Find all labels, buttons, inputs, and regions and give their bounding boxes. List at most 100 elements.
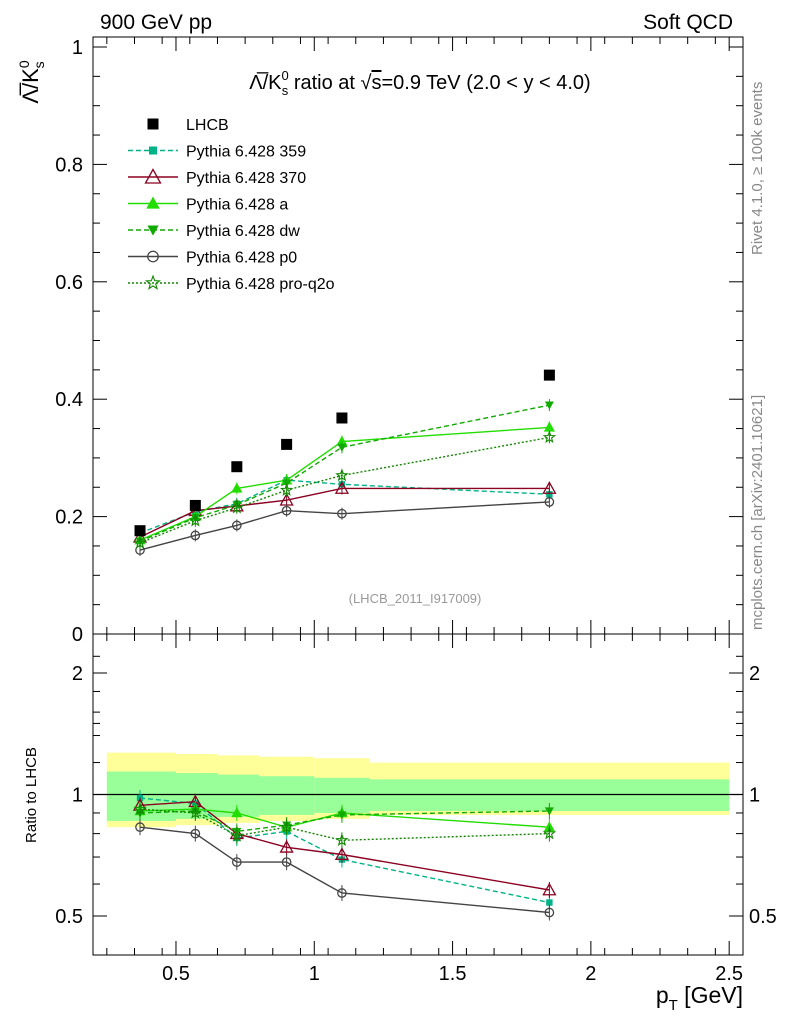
legend-label-pythia-6-428-pro-q2o: Pythia 6.428 pro-q2o [186, 276, 335, 293]
ratio-xtick-label: 0.5 [162, 963, 190, 985]
series-point-pythia-6-428-a [231, 482, 243, 493]
series-line-pythia-6-428-a [139, 426, 550, 541]
data-point-lhcb [543, 369, 555, 381]
series-point-pythia-6-428-dw [544, 401, 554, 410]
ratio-ytick-label-right: 0.5 [749, 906, 777, 928]
ratio-xtick-label: 1 [309, 963, 320, 985]
ratio-point-pythia-6-428-p0 [231, 857, 242, 867]
data-point-lhcb [281, 438, 293, 450]
legend-item-pythia-6-428-dw: Pythia 6.428 dw [128, 223, 300, 240]
series-point-pythia-6-428-pro-q2o [133, 535, 147, 549]
series-line-pythia-6-428-pro-q2o [139, 436, 550, 544]
series-point-pythia-6-428-p0 [231, 520, 242, 531]
ratio-ytick-label: 2 [72, 663, 83, 685]
ratio-band-inner [258, 776, 315, 815]
ratio-point-pythia-6-428-pro-q2o [188, 805, 203, 819]
main-ytick-label: 0.8 [55, 154, 83, 176]
legend-marker-pythia-6-428-a [146, 196, 160, 209]
xlabel: pT [GeV] [656, 982, 743, 1014]
series-line-pythia-6-428-p0 [139, 501, 550, 551]
series-point-pythia-6-428-pro-q2o [188, 513, 203, 527]
ratio-line-pythia-6-428-pro-q2o [139, 808, 550, 842]
main-ytick-label: 0.6 [55, 272, 83, 294]
ratio-xtick-label: 2.5 [715, 963, 743, 985]
main-ylabel: Λ̅/K0s [16, 60, 47, 103]
legend-label-pythia-6-428-370: Pythia 6.428 370 [186, 170, 306, 187]
ratio-point-pythia-6-428-370 [334, 847, 350, 860]
series-line-pythia-6-428-dw [139, 404, 550, 542]
ratio-point-pythia-6-428-p0 [190, 828, 201, 839]
side-label-bottom: mcplots.cern.ch [arXiv:2401.10621] [749, 395, 766, 630]
ratio-point-pythia-6-428-p0 [135, 822, 145, 833]
ratio-point-pythia-6-428-a [231, 807, 243, 818]
ratio-ytick-label-right: 1 [749, 785, 760, 807]
series-point-pythia-6-428-pro-q2o [279, 483, 294, 496]
ratio-ytick-label-right: 2 [749, 663, 760, 685]
ratio-ytick-label: 0.5 [55, 906, 83, 928]
legend-item-pythia-6-428-pro-q2o: Pythia 6.428 pro-q2o [128, 274, 335, 293]
ratio-line-pythia-6-428-359 [139, 797, 550, 904]
ratio-point-pythia-6-428-359 [546, 899, 553, 906]
main-ytick-label: 1 [72, 37, 83, 59]
ratio-ytick-label: 1 [72, 785, 83, 807]
legend-item-pythia-6-428-p0: Pythia 6.428 p0 [128, 250, 297, 267]
legend-label-pythia-6-428-359: Pythia 6.428 359 [186, 144, 306, 161]
data-point-lhcb [189, 499, 201, 511]
header-left: 900 GeV pp [100, 11, 212, 34]
series-point-pythia-6-428-p0 [281, 505, 292, 516]
series-point-pythia-6-428-p0 [544, 497, 555, 507]
main-panel: 0 0.2 0.4 0.6 0.8 1 LHCB Pythia 6.428 359 Pythia… [16, 36, 744, 646]
series-point-pythia-6-428-pro-q2o [542, 430, 557, 444]
ratio-line-pythia-6-428-p0 [139, 826, 550, 914]
ratio-xtick-label: 2 [585, 963, 596, 985]
series-point-pythia-6-428-p0 [337, 508, 347, 519]
ratio-point-pythia-6-428-pro-q2o [335, 833, 349, 847]
ratio-point-pythia-6-428-p0 [544, 907, 555, 918]
series-point-pythia-6-428-370 [334, 481, 350, 494]
ratio-point-pythia-6-428-370 [279, 839, 294, 853]
header-right: Soft QCD [643, 11, 733, 34]
legend-marker-lhcb [147, 118, 159, 130]
reference-label: (LHCB_2011_I917009) [349, 591, 482, 606]
main-ytick-label: 0.2 [55, 507, 83, 529]
data-point-lhcb [134, 525, 146, 537]
legend-item-pythia-6-428-a: Pythia 6.428 a [128, 197, 288, 214]
series-point-pythia-6-428-370 [542, 481, 557, 494]
series-point-pythia-6-428-p0 [190, 530, 201, 541]
legend-item-pythia-6-428-359: Pythia 6.428 359 [128, 144, 306, 161]
ratio-line-pythia-6-428-dw [139, 810, 550, 833]
series-line-pythia-6-428-370 [139, 487, 550, 538]
main-ytick-label: 0 [72, 624, 83, 646]
ratio-point-pythia-6-428-dw [544, 807, 554, 816]
ratio-line-pythia-6-428-a [139, 808, 550, 828]
main-ytick-label: 0.4 [55, 389, 83, 411]
series-point-pythia-6-428-pro-q2o [335, 468, 349, 482]
legend-marker-pythia-6-428-359 [149, 146, 157, 155]
legend-item-pythia-6-428-370: Pythia 6.428 370 [128, 168, 306, 187]
data-point-lhcb [336, 412, 348, 424]
ratio-point-pythia-6-428-pro-q2o [230, 828, 244, 842]
ratio-ylabel: Ratio to LHCB [23, 747, 40, 843]
legend-item-lhcb: LHCB [147, 117, 229, 134]
legend-label-pythia-6-428-p0: Pythia 6.428 p0 [186, 250, 297, 267]
legend-label-pythia-6-428-dw: Pythia 6.428 dw [186, 223, 300, 240]
ratio-point-pythia-6-428-p0 [337, 888, 347, 898]
ratio-panel: 0.5 1 1.5 2 2.5 0.5 0.5 1 1 2 2 Ratio to LHCB pT [Ge… [23, 633, 777, 1014]
ratio-point-pythia-6-428-pro-q2o [542, 826, 557, 840]
legend-marker-pythia-6-428-pro-q2o [144, 274, 162, 290]
side-label-top: Rivet 4.1.0, ≥ 100k events [749, 82, 766, 255]
ratio-point-pythia-6-428-pro-q2o [279, 820, 294, 833]
series-point-pythia-6-428-pro-q2o [230, 500, 244, 514]
legend-marker-pythia-6-428-370 [144, 168, 162, 184]
data-point-lhcb [231, 461, 243, 473]
legend-marker-pythia-6-428-dw [147, 225, 159, 236]
ratio-point-pythia-6-428-pro-q2o [133, 801, 147, 815]
ratio-line-pythia-6-428-370 [139, 800, 550, 891]
legend-label-pythia-6-428-a: Pythia 6.428 a [186, 197, 288, 214]
ratio-point-pythia-6-428-370 [542, 882, 557, 896]
legend: LHCB Pythia 6.428 359 Pythia 6.428 370 Pyth… [128, 117, 335, 293]
legend-marker-pythia-6-428-p0 [147, 250, 159, 263]
series-point-pythia-6-428-dw [337, 443, 347, 452]
chart-title: Λ̅/K0 s ratio at √s=0.9 TeV (2.0 < y < 4.… [249, 68, 590, 98]
